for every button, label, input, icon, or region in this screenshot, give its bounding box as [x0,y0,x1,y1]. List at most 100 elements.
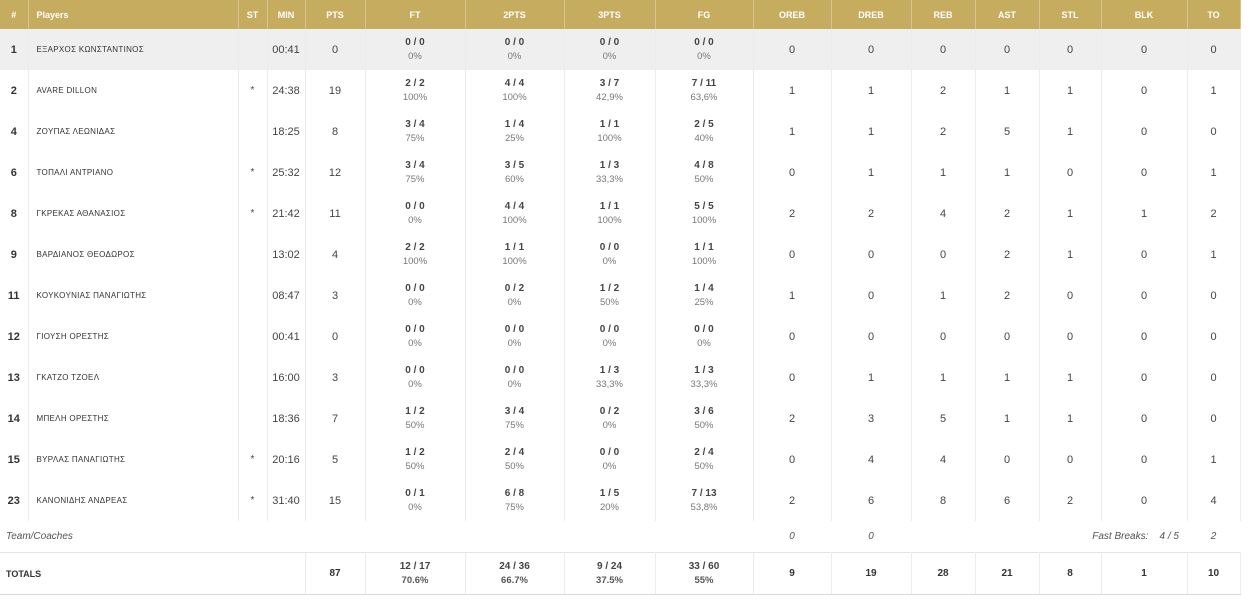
player-fg: 1 / 1 100% [655,234,754,275]
player-dreb: 0 [831,275,912,316]
header-fg[interactable]: FG [655,0,754,29]
p2-percentage: 0% [507,378,522,390]
player-name[interactable]: ΒΑΡΔΙΑΝΟΣ ΘΕΟΔΩΡΟΣ [28,234,239,275]
player-number: 9 [0,234,29,275]
player-name[interactable]: ΒΥΡΛΑΣ ΠΑΝΑΓΙΩΤΗΣ [28,439,239,480]
player-pts: 12 [305,152,366,193]
starter-mark [238,357,268,398]
player-dreb: 6 [831,480,912,521]
player-3pts: 0 / 0 0% [564,29,656,70]
header-row: # Players ST MIN PTS FT 2PTS 3PTS FG ORE… [0,0,1241,29]
player-pts: 4 [305,234,366,275]
header-oreb[interactable]: OREB [753,0,832,29]
player-pts: 0 [305,316,366,357]
p3-percentage: 100% [597,214,622,226]
ft-made-attempted: 0 / 0 [405,323,425,335]
header-ft[interactable]: FT [365,0,466,29]
player-stl: 1 [1039,234,1102,275]
player-ft: 3 / 4 75% [365,111,466,152]
player-stl: 0 [1039,29,1102,70]
player-ast: 1 [975,152,1040,193]
player-ast: 0 [975,316,1040,357]
player-to: 0 [1187,398,1241,439]
p3-percentage: 33,3% [596,378,623,390]
player-row: 4 ΖΟΥΠΑΣ ΛΕΩΝΙΔΑΣ 18:25 8 3 / 4 75% 1 / 4… [0,111,1241,152]
team-oreb: 0 [789,531,795,542]
player-number: 4 [0,111,29,152]
header-min[interactable]: MIN [267,0,306,29]
totals-ft-made-attempted: 12 / 17 [399,560,431,572]
header-num[interactable]: # [0,0,29,29]
player-oreb: 1 [753,111,832,152]
player-name[interactable]: ΕΞΑΡΧΟΣ ΚΩΝΣΤΑΝΤΙΝΟΣ [28,29,239,70]
p3-percentage: 0% [602,50,617,62]
player-number: 6 [0,152,29,193]
fg-made-attempted: 2 / 5 [694,118,714,130]
totals-row: TOTALS 87 12 / 17 70.6% 24 / 36 66.7% 9 / … [0,552,1241,595]
p3-made-attempted: 1 / 5 [599,487,620,499]
player-pts: 11 [305,193,366,234]
totals-to: 10 [1187,552,1241,595]
player-name[interactable]: AVARE DILLON [28,70,239,111]
player-name[interactable]: ΚΟΥΚΟΥΝΙΑΣ ΠΑΝΑΓΙΩΤΗΣ [28,275,239,316]
player-ast: 6 [975,480,1040,521]
player-3pts: 1 / 2 50% [564,275,656,316]
header-players[interactable]: Players [28,0,239,29]
player-to: 1 [1187,439,1241,480]
player-oreb: 1 [753,275,832,316]
totals-oreb: 9 [753,552,832,595]
player-ast: 1 [975,357,1040,398]
starter-mark: * [238,152,268,193]
ft-made-attempted: 3 / 4 [405,118,425,130]
player-name[interactable]: ΓΙΟΥΣΗ ΟΡΕΣΤΗΣ [28,316,239,357]
player-name[interactable]: ΚΑΝΟΝΙΔΗΣ ΑΝΔΡΕΑΣ [28,480,239,521]
player-ft: 0 / 0 0% [365,316,466,357]
fg-percentage: 25% [694,296,714,308]
totals-fg-percentage: 55% [694,574,714,586]
player-name[interactable]: ΓΚΡΕΚΑΣ ΑΘΑΝΑΣΙΟΣ [28,193,239,234]
header-dreb[interactable]: DREB [831,0,912,29]
player-3pts: 1 / 1 100% [564,193,656,234]
ft-made-attempted: 0 / 0 [405,282,425,294]
player-dreb: 0 [831,29,912,70]
boxscore-table: # Players ST MIN PTS FT 2PTS 3PTS FG ORE… [0,0,1241,595]
header-stl[interactable]: STL [1039,0,1102,29]
header-3pts[interactable]: 3PTS [564,0,656,29]
p2-made-attempted: 1 / 1 [504,241,525,253]
header-reb[interactable]: REB [911,0,976,29]
totals-dreb: 19 [831,552,912,595]
header-ast[interactable]: AST [975,0,1040,29]
p2-made-attempted: 0 / 2 [504,282,525,294]
fg-percentage: 0% [697,337,711,349]
fg-made-attempted: 1 / 3 [694,364,714,376]
player-name[interactable]: ΜΠΕΛΗ ΟΡΕΣΤΗΣ [28,398,239,439]
header-st[interactable]: ST [238,0,268,29]
player-name[interactable]: ΖΟΥΠΑΣ ΛΕΩΝΙΔΑΣ [28,111,239,152]
player-blk: 0 [1101,357,1188,398]
player-name[interactable]: ΤΟΠΑΛΙ ΑΝΤΡΙΑΝΟ [28,152,239,193]
header-pts[interactable]: PTS [305,0,366,29]
player-name[interactable]: ΓΚΑΤΖΟ ΤΖΟΕΛ [28,357,239,398]
header-to[interactable]: TO [1187,0,1241,29]
fg-made-attempted: 0 / 0 [694,323,714,335]
starter-mark: * [238,193,268,234]
p2-made-attempted: 0 / 0 [504,364,525,376]
player-oreb: 0 [753,439,832,480]
header-blk[interactable]: BLK [1101,0,1188,29]
player-ft: 0 / 1 0% [365,480,466,521]
player-min: 21:42 [267,193,306,234]
player-stl: 1 [1039,111,1102,152]
player-blk: 0 [1101,275,1188,316]
p2-made-attempted: 0 / 0 [504,36,525,48]
player-blk: 0 [1101,439,1188,480]
player-dreb: 1 [831,357,912,398]
fg-percentage: 50% [694,173,714,185]
p3-made-attempted: 1 / 3 [599,159,620,171]
player-number: 14 [0,398,29,439]
ft-made-attempted: 2 / 2 [405,77,425,89]
ft-percentage: 0% [408,296,422,308]
player-2pts: 0 / 0 0% [465,357,565,398]
header-2pts[interactable]: 2PTS [465,0,565,29]
player-oreb: 2 [753,193,832,234]
starter-mark [238,275,268,316]
